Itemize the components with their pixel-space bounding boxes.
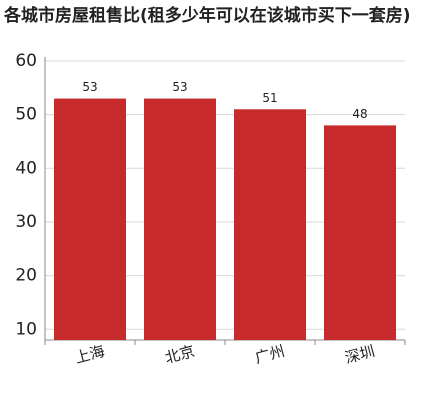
x-tick-label: 北京: [163, 342, 197, 367]
bar: [144, 98, 216, 340]
chart-title: 各城市房屋租售比(租多少年可以在该城市买下一套房): [3, 5, 411, 26]
bar: [54, 98, 126, 340]
bar: [234, 109, 306, 341]
data-label: 48: [352, 107, 367, 121]
y-tick-label: 20: [15, 266, 37, 286]
data-label: 53: [172, 80, 187, 94]
x-tick-label: 上海: [73, 342, 107, 367]
y-tick-label: 10: [15, 319, 37, 339]
x-tick-label: 广州: [253, 342, 287, 367]
data-label: 53: [82, 80, 97, 94]
y-tick-label: 50: [15, 105, 37, 125]
data-label: 51: [262, 91, 277, 105]
bar: [324, 125, 396, 340]
y-tick-label: 60: [15, 51, 37, 71]
x-tick-label: 深圳: [343, 342, 377, 367]
y-tick-label: 40: [15, 158, 37, 178]
y-tick-label: 30: [15, 212, 37, 232]
